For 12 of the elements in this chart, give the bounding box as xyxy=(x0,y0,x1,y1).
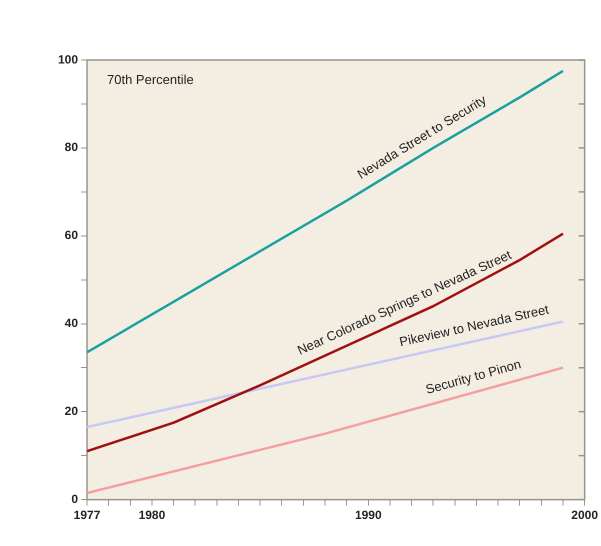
x-tick-label: 1990 xyxy=(354,508,382,522)
y-tick-label: 60 xyxy=(64,228,78,242)
annotation: 70th Percentile xyxy=(107,72,194,88)
x-tick-label: 2000 xyxy=(571,508,598,522)
y-tick-label: 80 xyxy=(64,140,78,154)
x-tick-label: 1980 xyxy=(138,508,166,522)
text: Security to Pinon xyxy=(424,356,523,397)
x-tick-label: 1977 xyxy=(74,508,101,522)
y-tick-label: 0 xyxy=(71,492,78,506)
y-tick-label: 20 xyxy=(64,404,78,418)
y-tick-label: 40 xyxy=(64,316,78,330)
y-tick-label: 100 xyxy=(58,52,78,66)
